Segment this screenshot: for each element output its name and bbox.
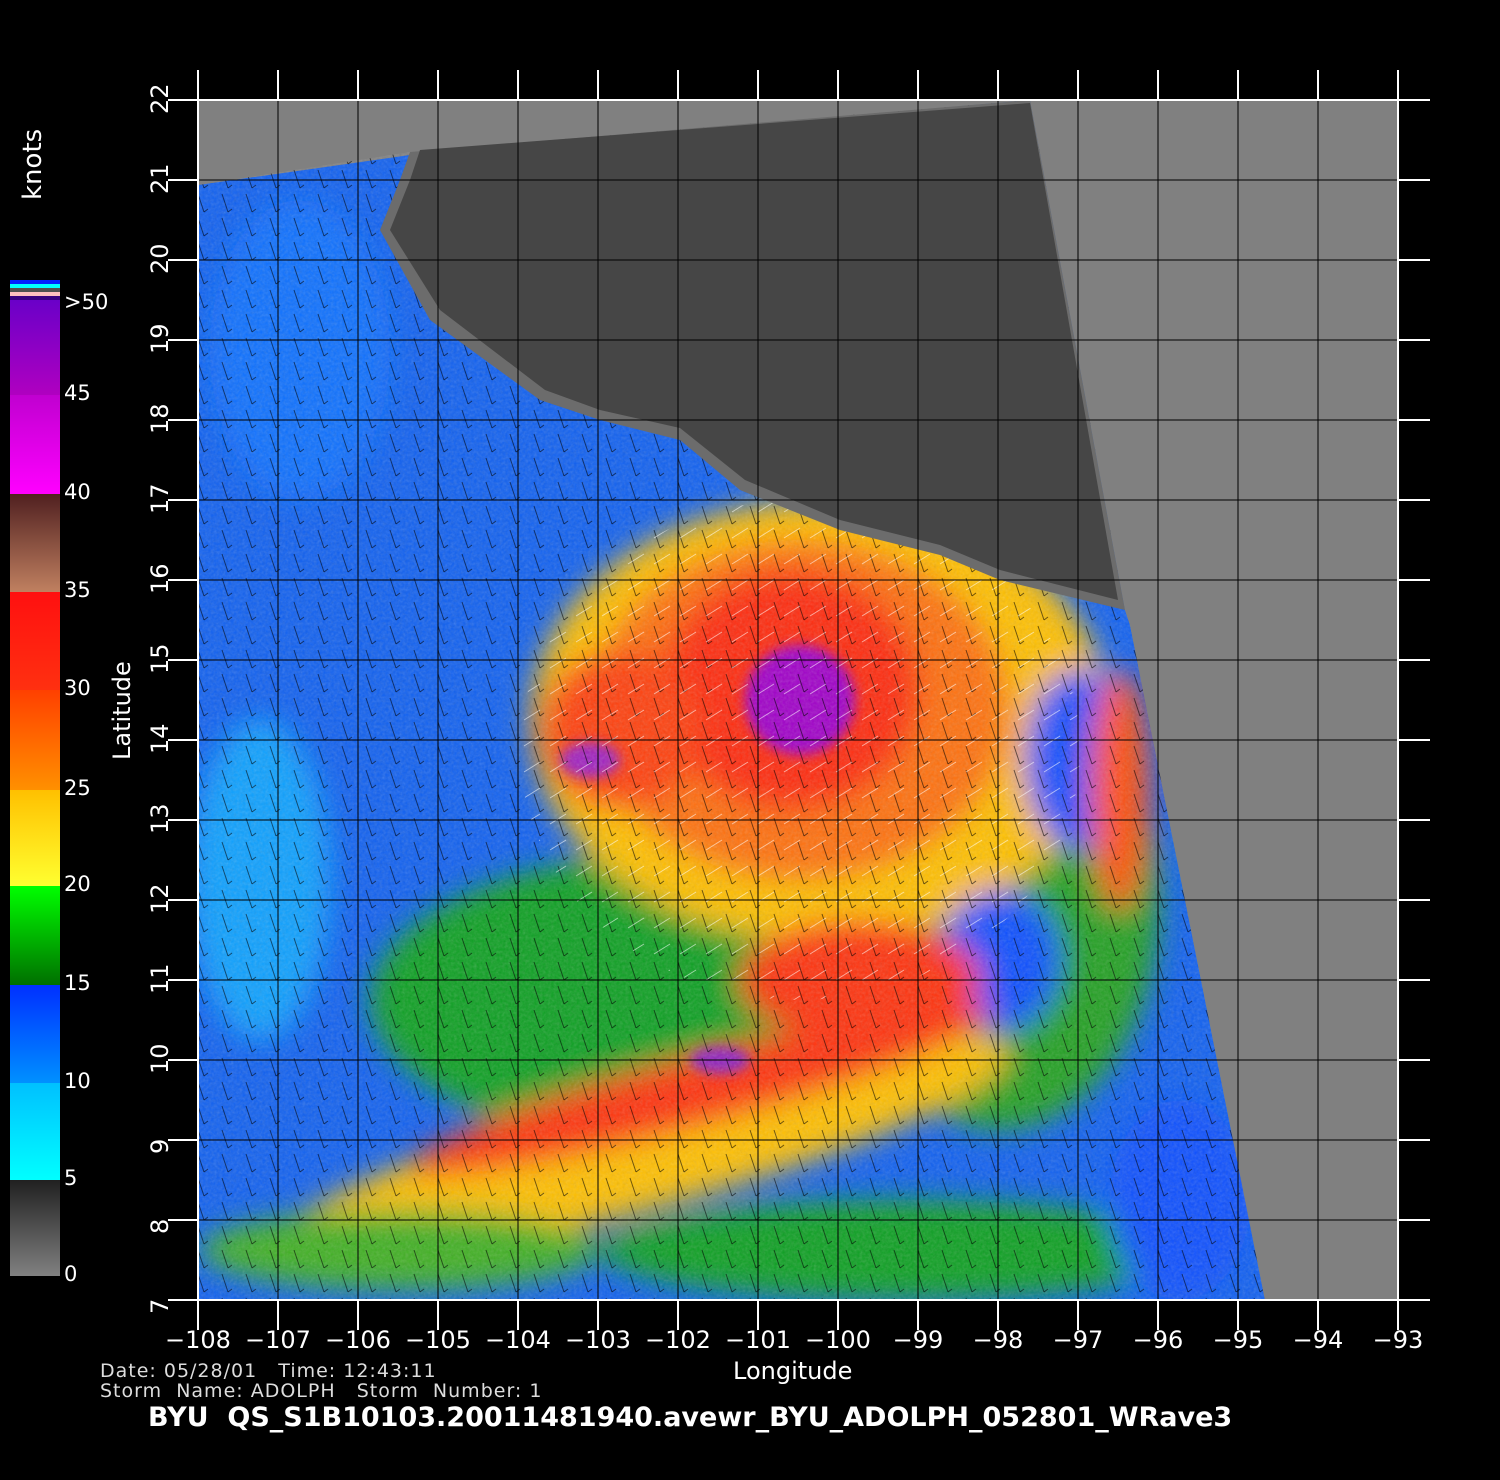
colorbar-label: >50 xyxy=(64,290,109,314)
colorbar-label: 5 xyxy=(64,1166,78,1190)
colorbar-cap xyxy=(10,296,60,300)
lon-tick-label: −99 xyxy=(892,1326,944,1354)
y-axis-label: Latitude xyxy=(108,661,136,760)
colorbar-cap xyxy=(10,284,60,288)
colorbar-label: 35 xyxy=(64,578,91,602)
colorbar-cap xyxy=(10,292,60,296)
lon-tick-label: −96 xyxy=(1132,1326,1184,1354)
date-time-info: Date: 05/28/01 Time: 12:43:11 xyxy=(100,1360,437,1382)
lat-tick-label: 22 xyxy=(146,83,174,114)
colorbar-label: 30 xyxy=(64,676,91,700)
lat-tick-label: 12 xyxy=(146,883,174,914)
colorbar-label: 20 xyxy=(64,872,91,896)
lat-tick-label: 14 xyxy=(146,723,174,754)
colorbar-segment xyxy=(10,1180,60,1276)
lon-tick-label: −101 xyxy=(725,1326,791,1354)
lat-tick-label: 21 xyxy=(146,163,174,194)
lon-tick-label: −98 xyxy=(972,1326,1024,1354)
lon-tick-label: −106 xyxy=(325,1326,391,1354)
lon-tick-label: −103 xyxy=(565,1326,631,1354)
colorbar-units: knots xyxy=(18,128,48,200)
colorbar-segment xyxy=(10,300,60,395)
lon-tick-label: −104 xyxy=(485,1326,551,1354)
colorbar-label: 0 xyxy=(64,1262,78,1286)
x-axis-label: Longitude xyxy=(733,1357,853,1385)
colorbar-segment xyxy=(10,690,60,790)
colorbar-label: 10 xyxy=(64,1069,91,1093)
colorbar-label: 15 xyxy=(64,971,91,995)
wind-field xyxy=(198,100,1398,1300)
outside-swath-top xyxy=(198,100,1030,185)
lat-tick-label: 13 xyxy=(146,803,174,834)
colorbar-segment xyxy=(10,985,60,1083)
storm-info: Storm Name: ADOLPH Storm Number: 1 xyxy=(100,1380,543,1402)
lat-tick-label: 17 xyxy=(146,483,174,514)
lat-tick-label: 16 xyxy=(146,563,174,594)
lon-tick-label: −95 xyxy=(1212,1326,1264,1354)
axis-ticks xyxy=(168,70,1430,1330)
lon-tick-label: −97 xyxy=(1052,1326,1104,1354)
outside-swath-right xyxy=(1030,100,1398,1300)
lon-tick-label: −100 xyxy=(805,1326,871,1354)
lon-tick-label: −108 xyxy=(165,1326,231,1354)
colorbar-label: 25 xyxy=(64,776,91,800)
colorbar-label: 45 xyxy=(64,381,91,405)
lat-tick-label: 18 xyxy=(146,403,174,434)
colorbar-segment xyxy=(10,494,60,592)
colorbar-cap xyxy=(10,288,60,292)
lon-tick-label: −107 xyxy=(245,1326,311,1354)
colorbar-segment xyxy=(10,886,60,985)
lat-tick-label: 19 xyxy=(146,323,174,354)
land-mexico xyxy=(390,103,1118,600)
lat-tick-label: 9 xyxy=(146,1138,174,1154)
colorbar-segment xyxy=(10,1083,60,1180)
lat-tick-label: 20 xyxy=(146,243,174,274)
lon-tick-label: −102 xyxy=(645,1326,711,1354)
lat-tick-label: 11 xyxy=(146,963,174,994)
colorbar-label: 40 xyxy=(64,480,91,504)
lat-tick-label: 8 xyxy=(146,1218,174,1234)
colorbar-cap xyxy=(10,280,60,284)
colorbar-segment xyxy=(10,592,60,690)
lon-tick-label: −93 xyxy=(1372,1326,1424,1354)
lat-tick-label: 7 xyxy=(146,1298,174,1314)
product-title: BYU QS_S1B10103.20011481940.avewr_BYU_AD… xyxy=(148,1402,1233,1433)
colorbar xyxy=(10,280,60,1276)
colorbar-segment xyxy=(10,790,60,886)
lon-tick-label: −105 xyxy=(405,1326,471,1354)
colorbar-segment xyxy=(10,395,60,494)
lat-tick-label: 15 xyxy=(146,643,174,674)
lat-tick-label: 10 xyxy=(146,1043,174,1074)
lon-tick-label: −94 xyxy=(1292,1326,1344,1354)
